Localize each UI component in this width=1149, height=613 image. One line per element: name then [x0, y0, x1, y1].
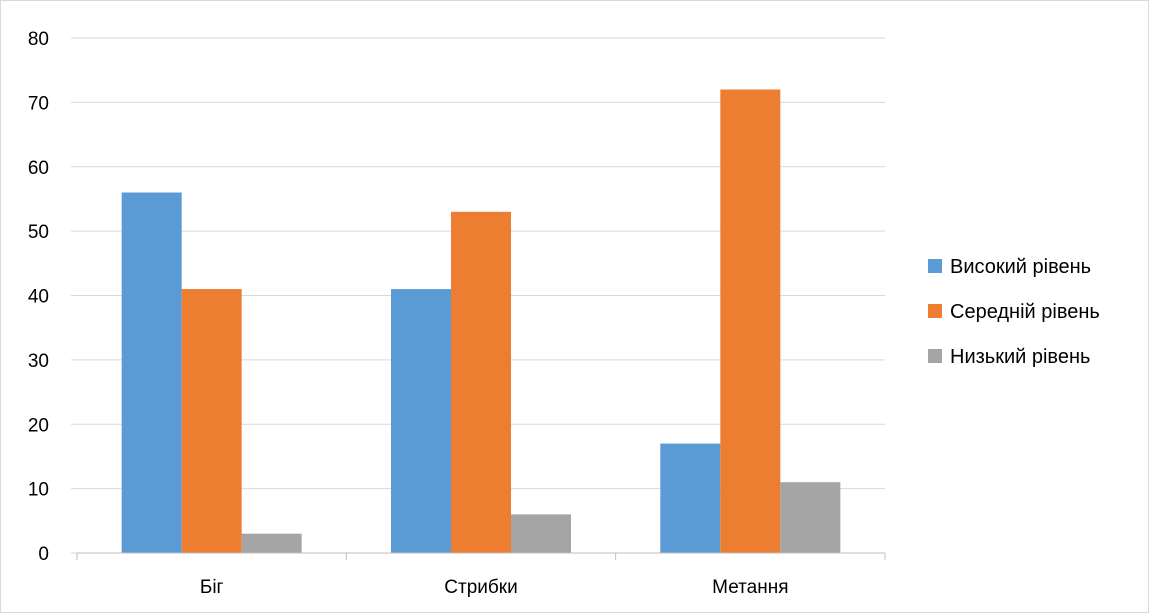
y-tick-label: 20: [28, 415, 49, 436]
legend-label: Високий рівень: [950, 256, 1091, 278]
bar-1-1: [121, 192, 182, 553]
y-tick-label: 70: [28, 93, 49, 114]
bars: [121, 89, 841, 553]
bar-1-2: [391, 289, 451, 553]
y-tick-label: 0: [38, 544, 49, 565]
legend-label: Середній рівень: [950, 301, 1100, 323]
x-tick-label: Стрибки: [444, 577, 517, 598]
bar-2-1: [181, 289, 242, 553]
y-tick-label: 40: [28, 287, 49, 308]
legend-swatch: [928, 259, 942, 273]
bar-3-3: [780, 482, 841, 553]
bar-2-3: [720, 89, 781, 553]
legend-swatch: [928, 349, 942, 363]
bar-2-2: [451, 211, 511, 553]
y-tick-label: 60: [28, 158, 49, 179]
legend-label: Низький рівень: [950, 346, 1090, 368]
y-tick-label: 30: [28, 351, 49, 372]
legend: Високий рівень Середній рівень Низький рів…: [928, 256, 1100, 368]
y-tick-label: 80: [28, 29, 49, 50]
bar-3-2: [511, 514, 571, 553]
x-axis: Біг Стрибки Метання: [76, 552, 886, 598]
x-tick-label: Біг: [200, 577, 224, 598]
bar-3-1: [241, 533, 302, 553]
y-axis-tick-labels: 0 10 20 30 40 50 60 70 80: [28, 29, 49, 565]
y-tick-label: 50: [28, 222, 49, 243]
y-tick-label: 10: [28, 480, 49, 501]
x-tick-label: Метання: [712, 577, 788, 598]
bar-1-3: [660, 443, 721, 553]
legend-swatch: [928, 304, 942, 318]
